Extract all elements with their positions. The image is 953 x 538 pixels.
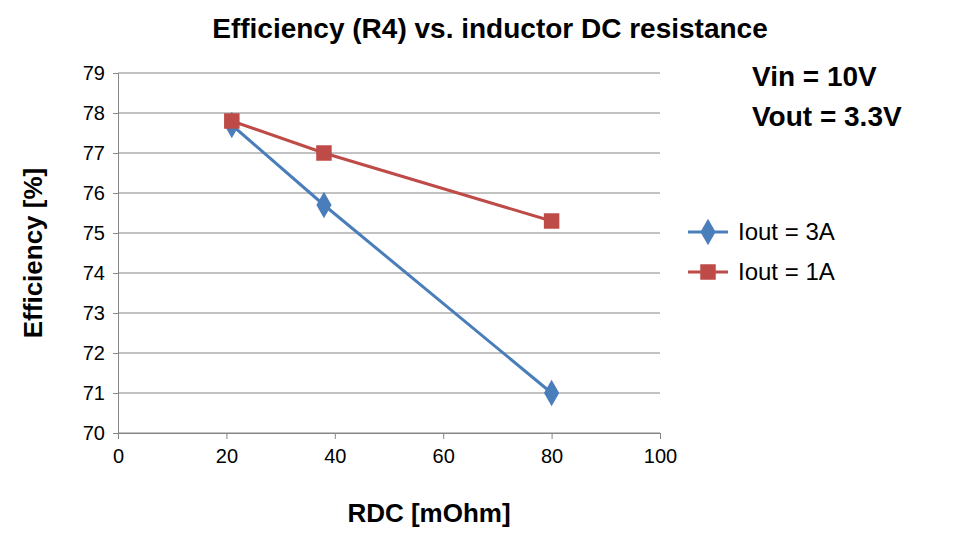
legend: Iout = 3A Iout = 1A [688, 218, 835, 285]
y-tick-label: 70 [83, 422, 105, 444]
legend-label: Iout = 3A [738, 218, 835, 245]
y-tick-label: 77 [83, 142, 105, 164]
x-tick: 60 [433, 433, 455, 467]
legend-label: Iout = 1A [738, 258, 835, 285]
marker [316, 145, 331, 160]
x-tick-label: 60 [433, 445, 455, 467]
y-tick-label: 76 [83, 182, 105, 204]
grid-line [118, 313, 660, 314]
x-tick-mark [443, 433, 444, 439]
y-tick-label: 71 [83, 382, 105, 404]
chart: Efficiency (R4) vs. inductor DC resistan… [0, 0, 953, 538]
y-tick-label: 79 [83, 62, 105, 84]
marker [224, 113, 239, 128]
series-line [232, 125, 552, 393]
y-tick-mark [113, 433, 118, 434]
y-tick: 72 [83, 342, 118, 364]
annotation: Vin = 10V [752, 61, 877, 92]
marker [544, 380, 559, 406]
y-tick: 78 [83, 102, 118, 124]
y-tick-mark [113, 313, 118, 314]
grid-line [118, 73, 660, 74]
y-tick: 70 [83, 422, 118, 444]
y-tick-mark [113, 73, 118, 74]
x-tick: 80 [541, 433, 563, 467]
y-tick: 75 [83, 222, 118, 244]
legend-marker [700, 219, 715, 245]
x-tick-mark [552, 433, 553, 439]
y-tick-label: 78 [83, 102, 105, 124]
x-tick: 100 [644, 433, 677, 467]
marker [224, 112, 239, 138]
x-tick-label: 100 [644, 445, 677, 467]
x-tick-label: 20 [216, 445, 238, 467]
y-axis-line [113, 74, 119, 434]
y-tick: 71 [83, 382, 118, 404]
y-axis-title: Efficiency [%] [18, 168, 48, 339]
legend-item: Iout = 3A [688, 218, 835, 245]
legend-marker [700, 264, 715, 279]
x-tick: 0 [113, 433, 124, 467]
grid-line [118, 113, 660, 114]
title: Efficiency (R4) vs. inductor DC resistan… [212, 13, 768, 44]
x-axis: 0 20 40 60 80 100 [113, 433, 677, 467]
y-axis: 70 71 72 73 74 75 76 77 78 79 [83, 62, 119, 444]
marks [224, 112, 559, 406]
y-tick-mark [113, 393, 118, 394]
x-tick: 20 [216, 433, 238, 467]
x-tick-label: 80 [541, 445, 563, 467]
grid [118, 73, 660, 433]
y-tick-label: 75 [83, 222, 105, 244]
annotation: Vout = 3.3V [752, 101, 902, 132]
grid-line [118, 233, 660, 234]
x-axis-line [119, 434, 661, 440]
x-tick-label: 40 [324, 445, 346, 467]
y-tick: 79 [83, 62, 118, 84]
y-tick-mark [113, 353, 118, 354]
y-tick-mark [113, 233, 118, 234]
grid-line [118, 193, 660, 194]
y-tick-mark [113, 113, 118, 114]
y-tick-mark [113, 273, 118, 274]
grid-line [118, 273, 660, 274]
x-tick-label: 0 [113, 445, 124, 467]
x-tick: 40 [324, 433, 346, 467]
y-tick-label: 73 [83, 302, 105, 324]
y-tick: 77 [83, 142, 118, 164]
y-tick: 74 [83, 262, 118, 284]
x-tick-mark [335, 433, 336, 439]
marker [544, 213, 559, 228]
x-axis-title: RDC [mOhm] [347, 498, 510, 528]
grid-line [118, 353, 660, 354]
x-tick-mark [660, 433, 661, 439]
y-tick: 73 [83, 302, 118, 324]
grid-line [118, 393, 660, 394]
marker [316, 192, 331, 218]
grid-line [118, 153, 660, 154]
series-line [232, 121, 552, 221]
y-tick-mark [113, 193, 118, 194]
x-tick-mark [118, 433, 119, 439]
y-tick: 76 [83, 182, 118, 204]
y-tick-label: 74 [83, 262, 105, 284]
y-tick-mark [113, 153, 118, 154]
x-tick-mark [226, 433, 227, 439]
y-tick-label: 72 [83, 342, 105, 364]
legend-item: Iout = 1A [688, 258, 835, 285]
